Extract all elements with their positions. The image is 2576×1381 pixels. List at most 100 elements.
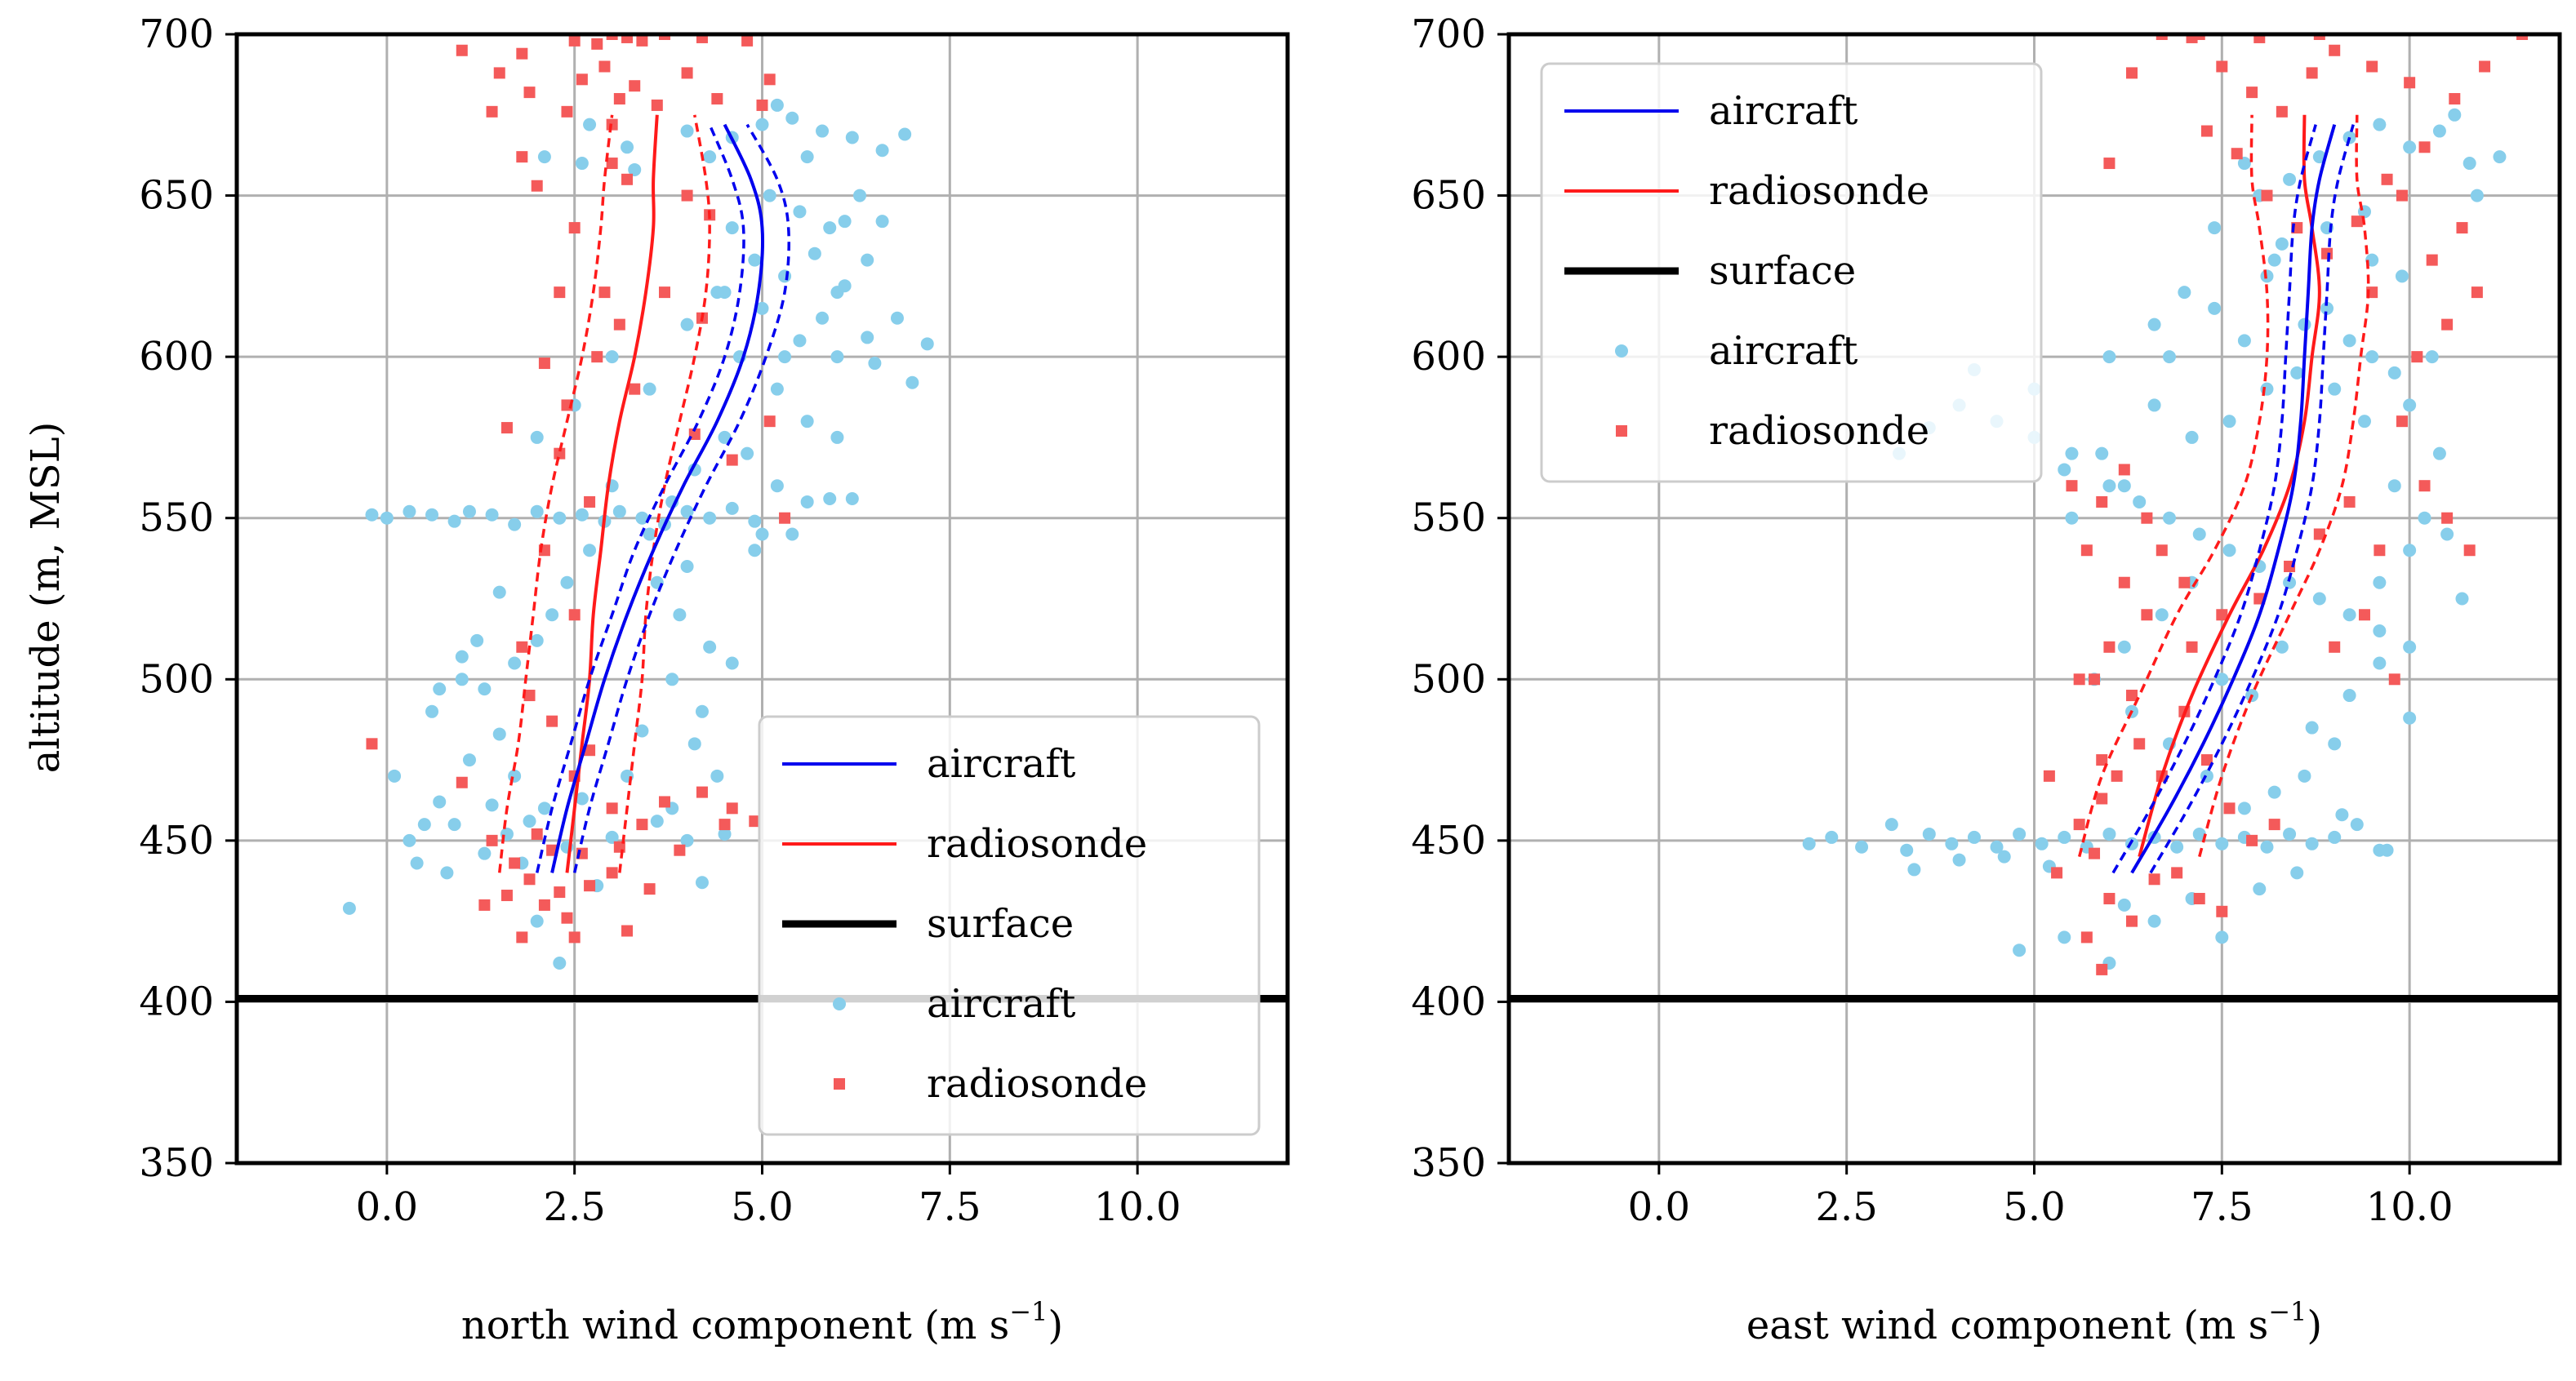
aircraft-point: [643, 527, 656, 541]
aircraft-point: [2432, 446, 2446, 460]
aircraft-point: [890, 311, 904, 325]
radiosonde-point: [2396, 415, 2408, 428]
aircraft-point: [462, 753, 476, 767]
radiosonde-point: [2358, 609, 2370, 621]
aircraft-point: [447, 818, 461, 832]
aircraft-point: [403, 833, 416, 847]
aircraft-point: [583, 118, 597, 131]
x-axis-label-close: ): [1048, 1303, 1063, 1348]
radiosonde-point: [509, 857, 521, 869]
aircraft-point: [2403, 544, 2417, 557]
aircraft-point: [800, 415, 814, 429]
aircraft-point: [718, 430, 732, 444]
radiosonde-point: [2253, 34, 2266, 43]
legend-entry-aircraft-dot: aircraft: [1615, 328, 1857, 374]
x-tick-label: 0.0: [1628, 1184, 1690, 1230]
aircraft-point: [830, 286, 844, 300]
aircraft-point: [2440, 527, 2454, 541]
y-tick-label: 450: [139, 818, 214, 864]
aircraft-point: [380, 511, 394, 525]
aircraft-point: [725, 221, 739, 235]
aircraft-point: [635, 511, 649, 525]
aircraft-point: [2342, 334, 2356, 348]
radiosonde-point: [538, 357, 550, 370]
radiosonde-point: [629, 80, 641, 92]
aircraft-point: [2185, 430, 2199, 444]
aircraft-point: [793, 334, 807, 348]
aircraft-point: [816, 311, 830, 325]
radiosonde-point: [2381, 173, 2393, 185]
aircraft-point: [741, 446, 754, 460]
radiosonde-point: [2374, 544, 2386, 557]
y-tick-label: 350: [139, 1140, 214, 1186]
aircraft-point: [703, 511, 717, 525]
aircraft-point: [703, 640, 717, 654]
aircraft-point: [2133, 495, 2147, 508]
radiosonde-point: [2313, 528, 2325, 540]
aircraft-point: [2290, 366, 2304, 380]
radiosonde-point: [2073, 819, 2085, 831]
aircraft-point: [508, 656, 522, 670]
aircraft-point: [2373, 575, 2387, 589]
radiosonde-point: [486, 105, 498, 118]
aircraft-point: [2208, 221, 2222, 235]
aircraft-point: [2058, 463, 2071, 477]
aircraft-lower-bound-line: [2111, 124, 2317, 874]
x-axis-label-exponent: −1: [2268, 1296, 2307, 1327]
aircraft-point: [2267, 253, 2281, 267]
x-tick-label: 2.5: [1816, 1184, 1878, 1230]
x-tick-label: 10.0: [1094, 1184, 1181, 1230]
radiosonde-point: [636, 34, 648, 47]
aircraft-point: [1997, 850, 2011, 864]
radiosonde-point: [2321, 247, 2334, 260]
fit-lines: [498, 114, 790, 873]
aircraft-point: [2162, 350, 2176, 364]
radiosonde-point: [2329, 641, 2341, 653]
radiosonde-point: [584, 495, 596, 508]
aircraft-point: [492, 727, 506, 741]
radiosonde-point: [2126, 915, 2138, 927]
radiosonde-upper-bound-line: [618, 114, 711, 873]
radiosonde-upper-bound-line: [2198, 114, 2370, 858]
radiosonde-point: [2133, 738, 2146, 750]
aircraft-point: [785, 111, 799, 125]
aircraft-point: [433, 795, 447, 809]
radiosonde-lower-bound-line: [498, 114, 614, 873]
aircraft-point: [875, 215, 889, 229]
aircraft-point: [508, 769, 522, 783]
aircraft-point: [485, 798, 499, 812]
aircraft-point: [808, 246, 821, 260]
x-axis-label-text: north wind component (m s: [461, 1303, 1009, 1348]
y-tick-label: 400: [1411, 979, 1486, 1024]
y-axis-label: altitude (m, MSL): [23, 422, 69, 774]
radiosonde-point: [681, 189, 693, 202]
radiosonde-point: [749, 815, 761, 828]
radiosonde-point: [568, 931, 581, 944]
radiosonde-point: [501, 890, 513, 902]
radiosonde-point: [2089, 847, 2101, 859]
radiosonde-point: [598, 286, 611, 299]
aircraft-point: [710, 769, 724, 783]
aircraft-point: [920, 337, 934, 351]
radiosonde-point: [2516, 34, 2529, 40]
x-axis-label: east wind component (m s−1): [1746, 1296, 2322, 1348]
x-axis-label: north wind component (m s−1): [461, 1296, 1063, 1348]
aircraft-point: [455, 673, 469, 686]
radiosonde-point: [516, 641, 528, 653]
aircraft-point: [478, 846, 492, 860]
aircraft-point: [478, 682, 492, 696]
aircraft-point: [605, 350, 619, 364]
radiosonde-point: [2103, 641, 2116, 653]
aircraft-point: [898, 127, 912, 141]
east-wind-panel: 0.0 2.5 5.0 7.5 10.0 350 400 450 500 550 600 650 700…: [1411, 11, 2562, 1348]
aircraft-point: [2013, 944, 2027, 957]
radiosonde-point: [523, 873, 536, 886]
radiosonde-point: [2366, 60, 2378, 73]
aircraft-point: [2237, 157, 2251, 171]
radiosonde-point: [2471, 286, 2483, 299]
radiosonde-point: [568, 34, 581, 47]
aircraft-point: [2117, 479, 2131, 493]
x-ticks: 0.0 2.5 5.0 7.5 10.0: [1628, 1163, 2454, 1230]
x-tick-label: 2.5: [544, 1184, 606, 1230]
radiosonde-point: [2141, 512, 2153, 524]
